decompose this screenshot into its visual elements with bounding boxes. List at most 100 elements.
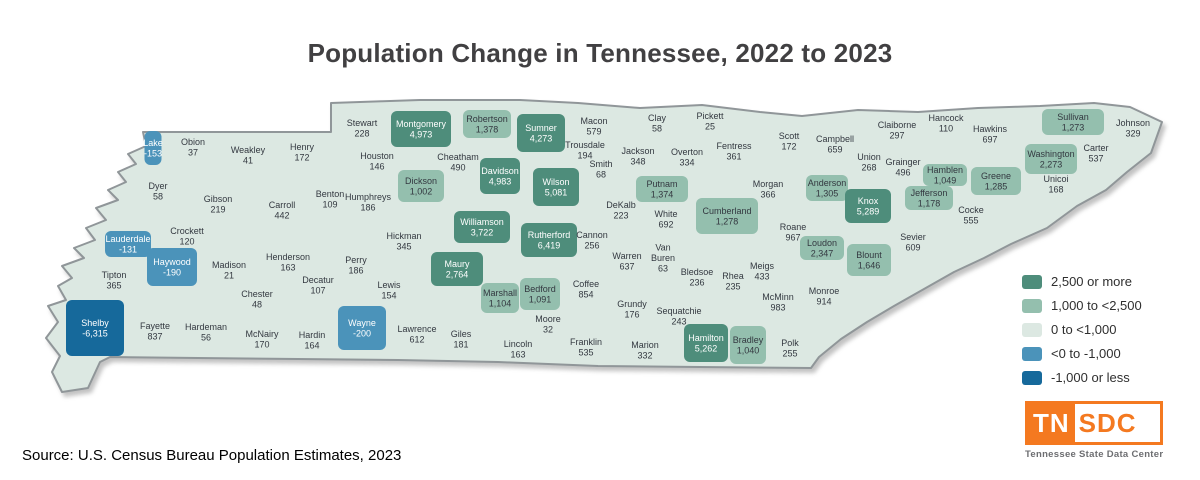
county-label: Lawrence (397, 324, 436, 334)
county-value: 163 (280, 262, 295, 272)
county-label: DeKalb (606, 200, 636, 210)
county-label: Meigs (750, 261, 775, 271)
county-shape (521, 223, 577, 257)
county-shape (971, 167, 1021, 195)
county-label: Wilson (542, 177, 569, 187)
county-value: 5,081 (545, 187, 568, 197)
county-value: 255 (782, 348, 797, 358)
county-label: Bledsoe (681, 267, 714, 277)
county-label: Stewart (347, 118, 378, 128)
legend-item: -1,000 or less (1022, 370, 1142, 385)
county-shape (391, 111, 451, 147)
county-label: Warren (612, 251, 641, 261)
county-value: 41 (243, 155, 253, 165)
county-shape (905, 186, 953, 210)
county-label: Grundy (617, 299, 647, 309)
county-label: Weakley (231, 145, 266, 155)
county-value: 21 (224, 270, 234, 280)
county-value: 25 (705, 121, 715, 131)
county-label: Lauderdale (105, 234, 150, 244)
county-value: 659 (827, 144, 842, 154)
county-shape (696, 198, 758, 234)
county-label: Union (857, 152, 881, 162)
county-label: Bedford (524, 284, 556, 294)
county-label: Anderson (808, 178, 847, 188)
county-value: 535 (578, 347, 593, 357)
county-label: Marion (631, 340, 659, 350)
county-label: Maury (444, 259, 470, 269)
county-value: 345 (396, 241, 411, 251)
county-value: 236 (689, 277, 704, 287)
county-shape (398, 170, 444, 202)
county-value: 243 (671, 316, 686, 326)
county-shape (845, 189, 891, 223)
legend-label: <0 to -1,000 (1051, 346, 1121, 361)
county-label: Cocke (958, 205, 984, 215)
county-label: Lewis (377, 280, 401, 290)
county-label: Trousdale (565, 140, 605, 150)
legend-swatch (1022, 346, 1042, 361)
county-value: 1,378 (476, 124, 499, 134)
county-value: 219 (210, 204, 225, 214)
county-shape (517, 114, 565, 152)
county-label: McMinn (762, 292, 794, 302)
county-label: Blount (856, 250, 882, 260)
county-value: 2,764 (446, 269, 469, 279)
county-label: Johnson (1116, 118, 1150, 128)
county-value: 58 (153, 191, 163, 201)
county-label: Benton (316, 189, 345, 199)
county-label: Williamson (460, 217, 504, 227)
county-lauderdale: Lauderdale-131 (105, 231, 151, 257)
county-shape (684, 324, 728, 362)
tnsdc-logo-sdc: SDC (1074, 404, 1141, 442)
county-label: Morgan (753, 179, 784, 189)
county-label: Montgomery (396, 119, 447, 129)
county-label: Cheatham (437, 152, 479, 162)
legend-label: 1,000 to <2,500 (1051, 298, 1142, 313)
county-value: 3,722 (471, 227, 494, 237)
county-value: 58 (652, 123, 662, 133)
page-title: Population Change in Tennessee, 2022 to … (307, 38, 893, 68)
legend-item: <0 to -1,000 (1022, 346, 1142, 361)
county-value: 1,646 (858, 260, 881, 270)
county-shape (847, 244, 891, 276)
county-label: Cumberland (702, 206, 751, 216)
county-label: Smith (589, 159, 612, 169)
county-label: Grainger (885, 157, 920, 167)
county-label: Giles (451, 329, 472, 339)
county-shape (481, 283, 519, 313)
county-shape (923, 164, 967, 186)
county-value: 256 (584, 240, 599, 250)
county-lake: Lake-153 (143, 131, 163, 165)
tnsdc-logo-tn: TN (1028, 404, 1075, 442)
county-wayne: Wayne-200 (338, 306, 386, 350)
